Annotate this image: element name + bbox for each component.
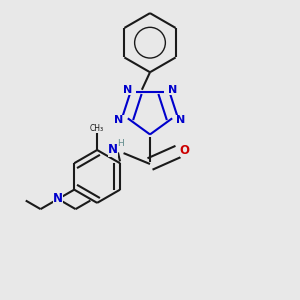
Text: CH₃: CH₃ <box>90 124 104 133</box>
Text: N: N <box>53 193 63 206</box>
Text: N: N <box>123 85 132 95</box>
Text: N: N <box>176 115 185 125</box>
Text: N: N <box>115 115 124 125</box>
Text: O: O <box>180 144 190 157</box>
Text: H: H <box>117 139 124 148</box>
Text: N: N <box>108 143 118 157</box>
Text: N: N <box>168 85 177 95</box>
